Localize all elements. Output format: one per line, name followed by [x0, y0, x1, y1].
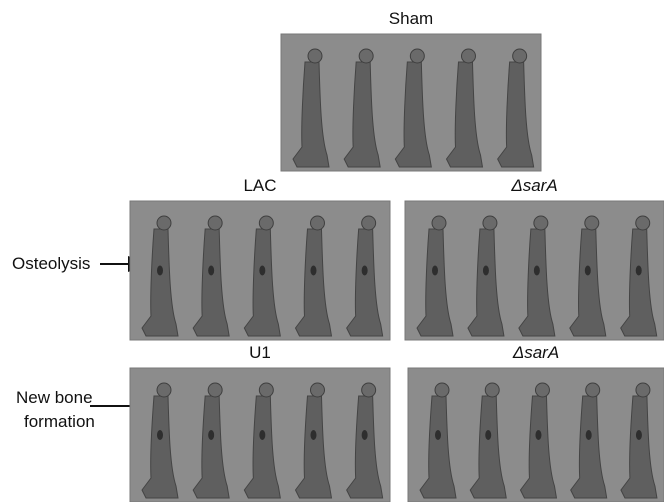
- bone-head: [259, 383, 273, 397]
- annotation-label: Osteolysis: [12, 254, 90, 273]
- bone-head: [259, 216, 273, 230]
- lesion: [362, 266, 368, 276]
- bone-head: [586, 383, 600, 397]
- bone-head: [534, 216, 548, 230]
- lesion: [586, 430, 592, 440]
- panel-title: Sham: [389, 9, 433, 28]
- lesion: [259, 430, 265, 440]
- lesion: [535, 430, 541, 440]
- bone-head: [208, 383, 222, 397]
- panel-title: ΔsarA: [510, 176, 557, 195]
- lesion: [157, 266, 163, 276]
- bone-head: [310, 216, 324, 230]
- bone-head: [410, 49, 424, 63]
- lesion: [259, 266, 265, 276]
- lesion: [208, 266, 214, 276]
- bone-head: [535, 383, 549, 397]
- bone-head: [513, 49, 527, 63]
- lesion: [435, 430, 441, 440]
- bone-head: [157, 383, 171, 397]
- panel-title: U1: [249, 343, 271, 362]
- lesion: [362, 430, 368, 440]
- annotation-label: New bone: [16, 388, 93, 407]
- bone-head: [461, 49, 475, 63]
- lesion: [636, 430, 642, 440]
- lesion: [310, 266, 316, 276]
- lesion: [636, 266, 642, 276]
- lesion: [310, 430, 316, 440]
- bone-head: [483, 216, 497, 230]
- figure: Osteolysis New bone formation Sham LAC Δsa…: [0, 0, 664, 502]
- bone-head: [432, 216, 446, 230]
- bone-head: [208, 216, 222, 230]
- bone-head: [636, 216, 650, 230]
- lesion: [485, 430, 491, 440]
- bone-head: [362, 216, 376, 230]
- lesion: [157, 430, 163, 440]
- panel-title: LAC: [243, 176, 276, 195]
- lesion: [208, 430, 214, 440]
- lesion: [483, 266, 489, 276]
- annotation-label: formation: [24, 412, 95, 431]
- lesion: [585, 266, 591, 276]
- bone-head: [310, 383, 324, 397]
- panel-title: ΔsarA: [512, 343, 559, 362]
- bone-head: [308, 49, 322, 63]
- bone-head: [636, 383, 650, 397]
- lesion: [432, 266, 438, 276]
- lesion: [534, 266, 540, 276]
- bone-head: [435, 383, 449, 397]
- bone-head: [359, 49, 373, 63]
- bone-head: [362, 383, 376, 397]
- bone-head: [485, 383, 499, 397]
- bone-head: [157, 216, 171, 230]
- bone-head: [585, 216, 599, 230]
